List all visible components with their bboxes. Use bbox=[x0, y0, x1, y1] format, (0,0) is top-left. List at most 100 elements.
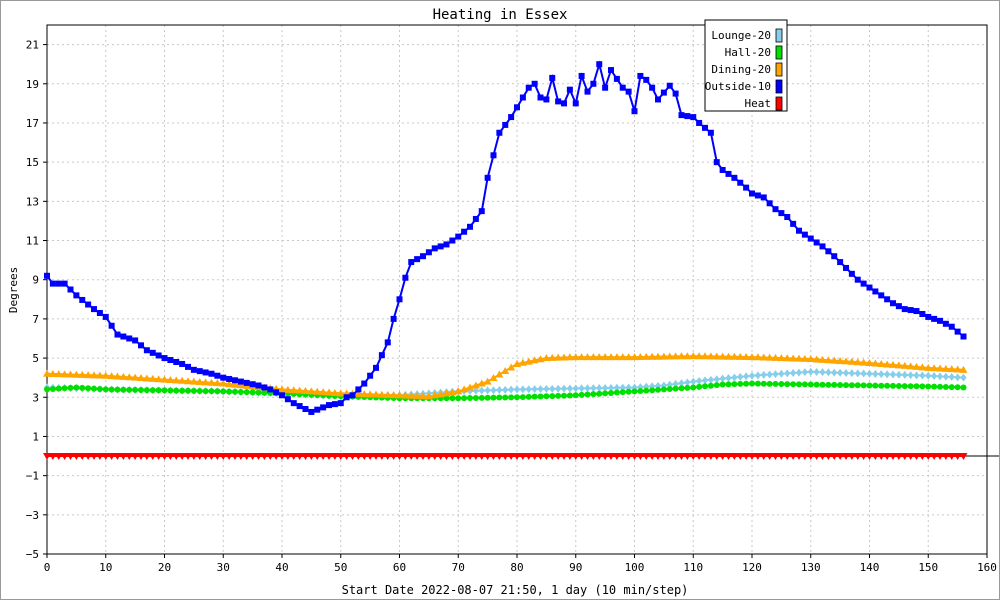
data-point-heat bbox=[260, 453, 269, 461]
data-point-heat bbox=[395, 453, 404, 461]
data-point-heat bbox=[742, 453, 751, 461]
data-point-outside-10 bbox=[373, 364, 379, 371]
data-point-outside-10 bbox=[796, 227, 802, 234]
data-point-heat bbox=[847, 453, 856, 461]
y-tick-label: 5 bbox=[32, 352, 39, 365]
data-point-lounge-20 bbox=[895, 370, 902, 379]
data-point-heat bbox=[571, 453, 580, 461]
data-point-outside-10 bbox=[549, 74, 556, 81]
data-point-heat bbox=[348, 453, 357, 461]
data-point-lounge-20 bbox=[925, 371, 932, 380]
data-point-outside-10 bbox=[878, 292, 885, 299]
data-point-hall-20 bbox=[455, 395, 462, 402]
data-point-outside-10 bbox=[837, 259, 844, 266]
data-point-hall-20 bbox=[872, 382, 879, 389]
data-point-heat bbox=[771, 453, 780, 461]
data-point-hall-20 bbox=[490, 394, 497, 401]
data-point-dining-20 bbox=[889, 360, 897, 368]
data-point-heat bbox=[612, 453, 621, 461]
data-point-heat bbox=[489, 453, 498, 461]
data-point-heat bbox=[853, 453, 862, 461]
data-point-dining-20 bbox=[560, 353, 568, 361]
data-point-lounge-20 bbox=[772, 370, 779, 379]
data-point-heat bbox=[289, 453, 298, 461]
data-point-heat bbox=[900, 453, 909, 461]
data-point-dining-20 bbox=[513, 359, 521, 367]
data-point-lounge-20 bbox=[590, 384, 597, 393]
data-point-dining-20 bbox=[871, 359, 880, 367]
data-point-hall-20 bbox=[707, 382, 714, 389]
data-point-outside-10 bbox=[737, 179, 744, 186]
data-point-dining-20 bbox=[236, 381, 245, 389]
data-point-hall-20 bbox=[696, 383, 703, 390]
y-tick-label: −5 bbox=[26, 548, 39, 561]
data-point-lounge-20 bbox=[684, 378, 691, 387]
data-point-outside-10 bbox=[819, 243, 826, 250]
data-point-heat bbox=[84, 453, 93, 461]
data-point-outside-10 bbox=[167, 357, 174, 364]
data-point-outside-10 bbox=[743, 184, 750, 191]
data-point-outside-10 bbox=[696, 119, 703, 126]
data-point-dining-20 bbox=[148, 374, 157, 382]
data-point-outside-10 bbox=[866, 284, 873, 291]
data-point-lounge-20 bbox=[502, 385, 509, 394]
data-point-heat bbox=[219, 453, 228, 461]
data-point-heat bbox=[248, 453, 257, 461]
data-point-hall-20 bbox=[161, 387, 168, 394]
data-point-lounge-20 bbox=[713, 375, 720, 384]
data-point-dining-20 bbox=[601, 353, 610, 361]
data-point-lounge-20 bbox=[749, 371, 755, 380]
data-point-lounge-20 bbox=[907, 371, 914, 380]
data-point-heat bbox=[360, 453, 369, 461]
data-point-outside-10 bbox=[337, 400, 344, 407]
data-point-dining-20 bbox=[847, 357, 856, 365]
data-point-hall-20 bbox=[79, 384, 86, 391]
data-point-heat bbox=[454, 453, 463, 461]
data-point-dining-20 bbox=[313, 387, 322, 395]
data-point-heat bbox=[812, 453, 821, 461]
data-point-outside-10 bbox=[349, 392, 356, 399]
data-point-dining-20 bbox=[436, 390, 445, 398]
data-point-lounge-20 bbox=[490, 386, 497, 395]
data-point-lounge-20 bbox=[884, 370, 891, 379]
data-point-outside-10 bbox=[402, 274, 409, 281]
data-point-outside-10 bbox=[196, 368, 203, 375]
data-point-outside-10 bbox=[114, 331, 121, 338]
data-point-lounge-20 bbox=[584, 384, 591, 393]
data-point-outside-10 bbox=[678, 112, 685, 119]
data-point-heat bbox=[178, 453, 187, 461]
data-point-heat bbox=[189, 453, 198, 461]
data-point-heat bbox=[906, 453, 915, 461]
data-point-hall-20 bbox=[625, 388, 632, 395]
data-point-dining-20 bbox=[953, 365, 962, 373]
data-point-dining-20 bbox=[330, 388, 339, 396]
data-point-heat bbox=[383, 453, 392, 461]
series-heat bbox=[43, 453, 968, 461]
data-point-outside-10 bbox=[514, 104, 520, 111]
data-point-outside-10 bbox=[390, 315, 397, 322]
data-point-hall-20 bbox=[61, 385, 68, 392]
data-point-hall-20 bbox=[537, 393, 544, 400]
data-point-heat bbox=[142, 453, 151, 461]
data-point-heat bbox=[148, 453, 157, 461]
data-point-dining-20 bbox=[301, 386, 310, 394]
data-point-lounge-20 bbox=[725, 374, 732, 383]
data-point-outside-10 bbox=[490, 152, 497, 159]
data-point-heat bbox=[336, 453, 345, 461]
data-point-heat bbox=[712, 453, 721, 461]
data-point-outside-10 bbox=[508, 114, 515, 121]
data-point-heat bbox=[207, 453, 216, 461]
data-point-dining-20 bbox=[66, 370, 75, 378]
data-point-outside-10 bbox=[232, 377, 238, 384]
data-point-hall-20 bbox=[461, 395, 468, 402]
data-point-outside-10 bbox=[907, 307, 914, 314]
data-point-outside-10 bbox=[478, 208, 485, 215]
data-point-heat bbox=[736, 453, 745, 461]
legend-swatch-hall-20 bbox=[775, 45, 783, 60]
data-point-heat bbox=[883, 453, 892, 461]
data-point-hall-20 bbox=[214, 388, 221, 395]
data-point-hall-20 bbox=[925, 383, 932, 390]
data-point-hall-20 bbox=[243, 389, 250, 396]
data-point-outside-10 bbox=[425, 249, 432, 256]
